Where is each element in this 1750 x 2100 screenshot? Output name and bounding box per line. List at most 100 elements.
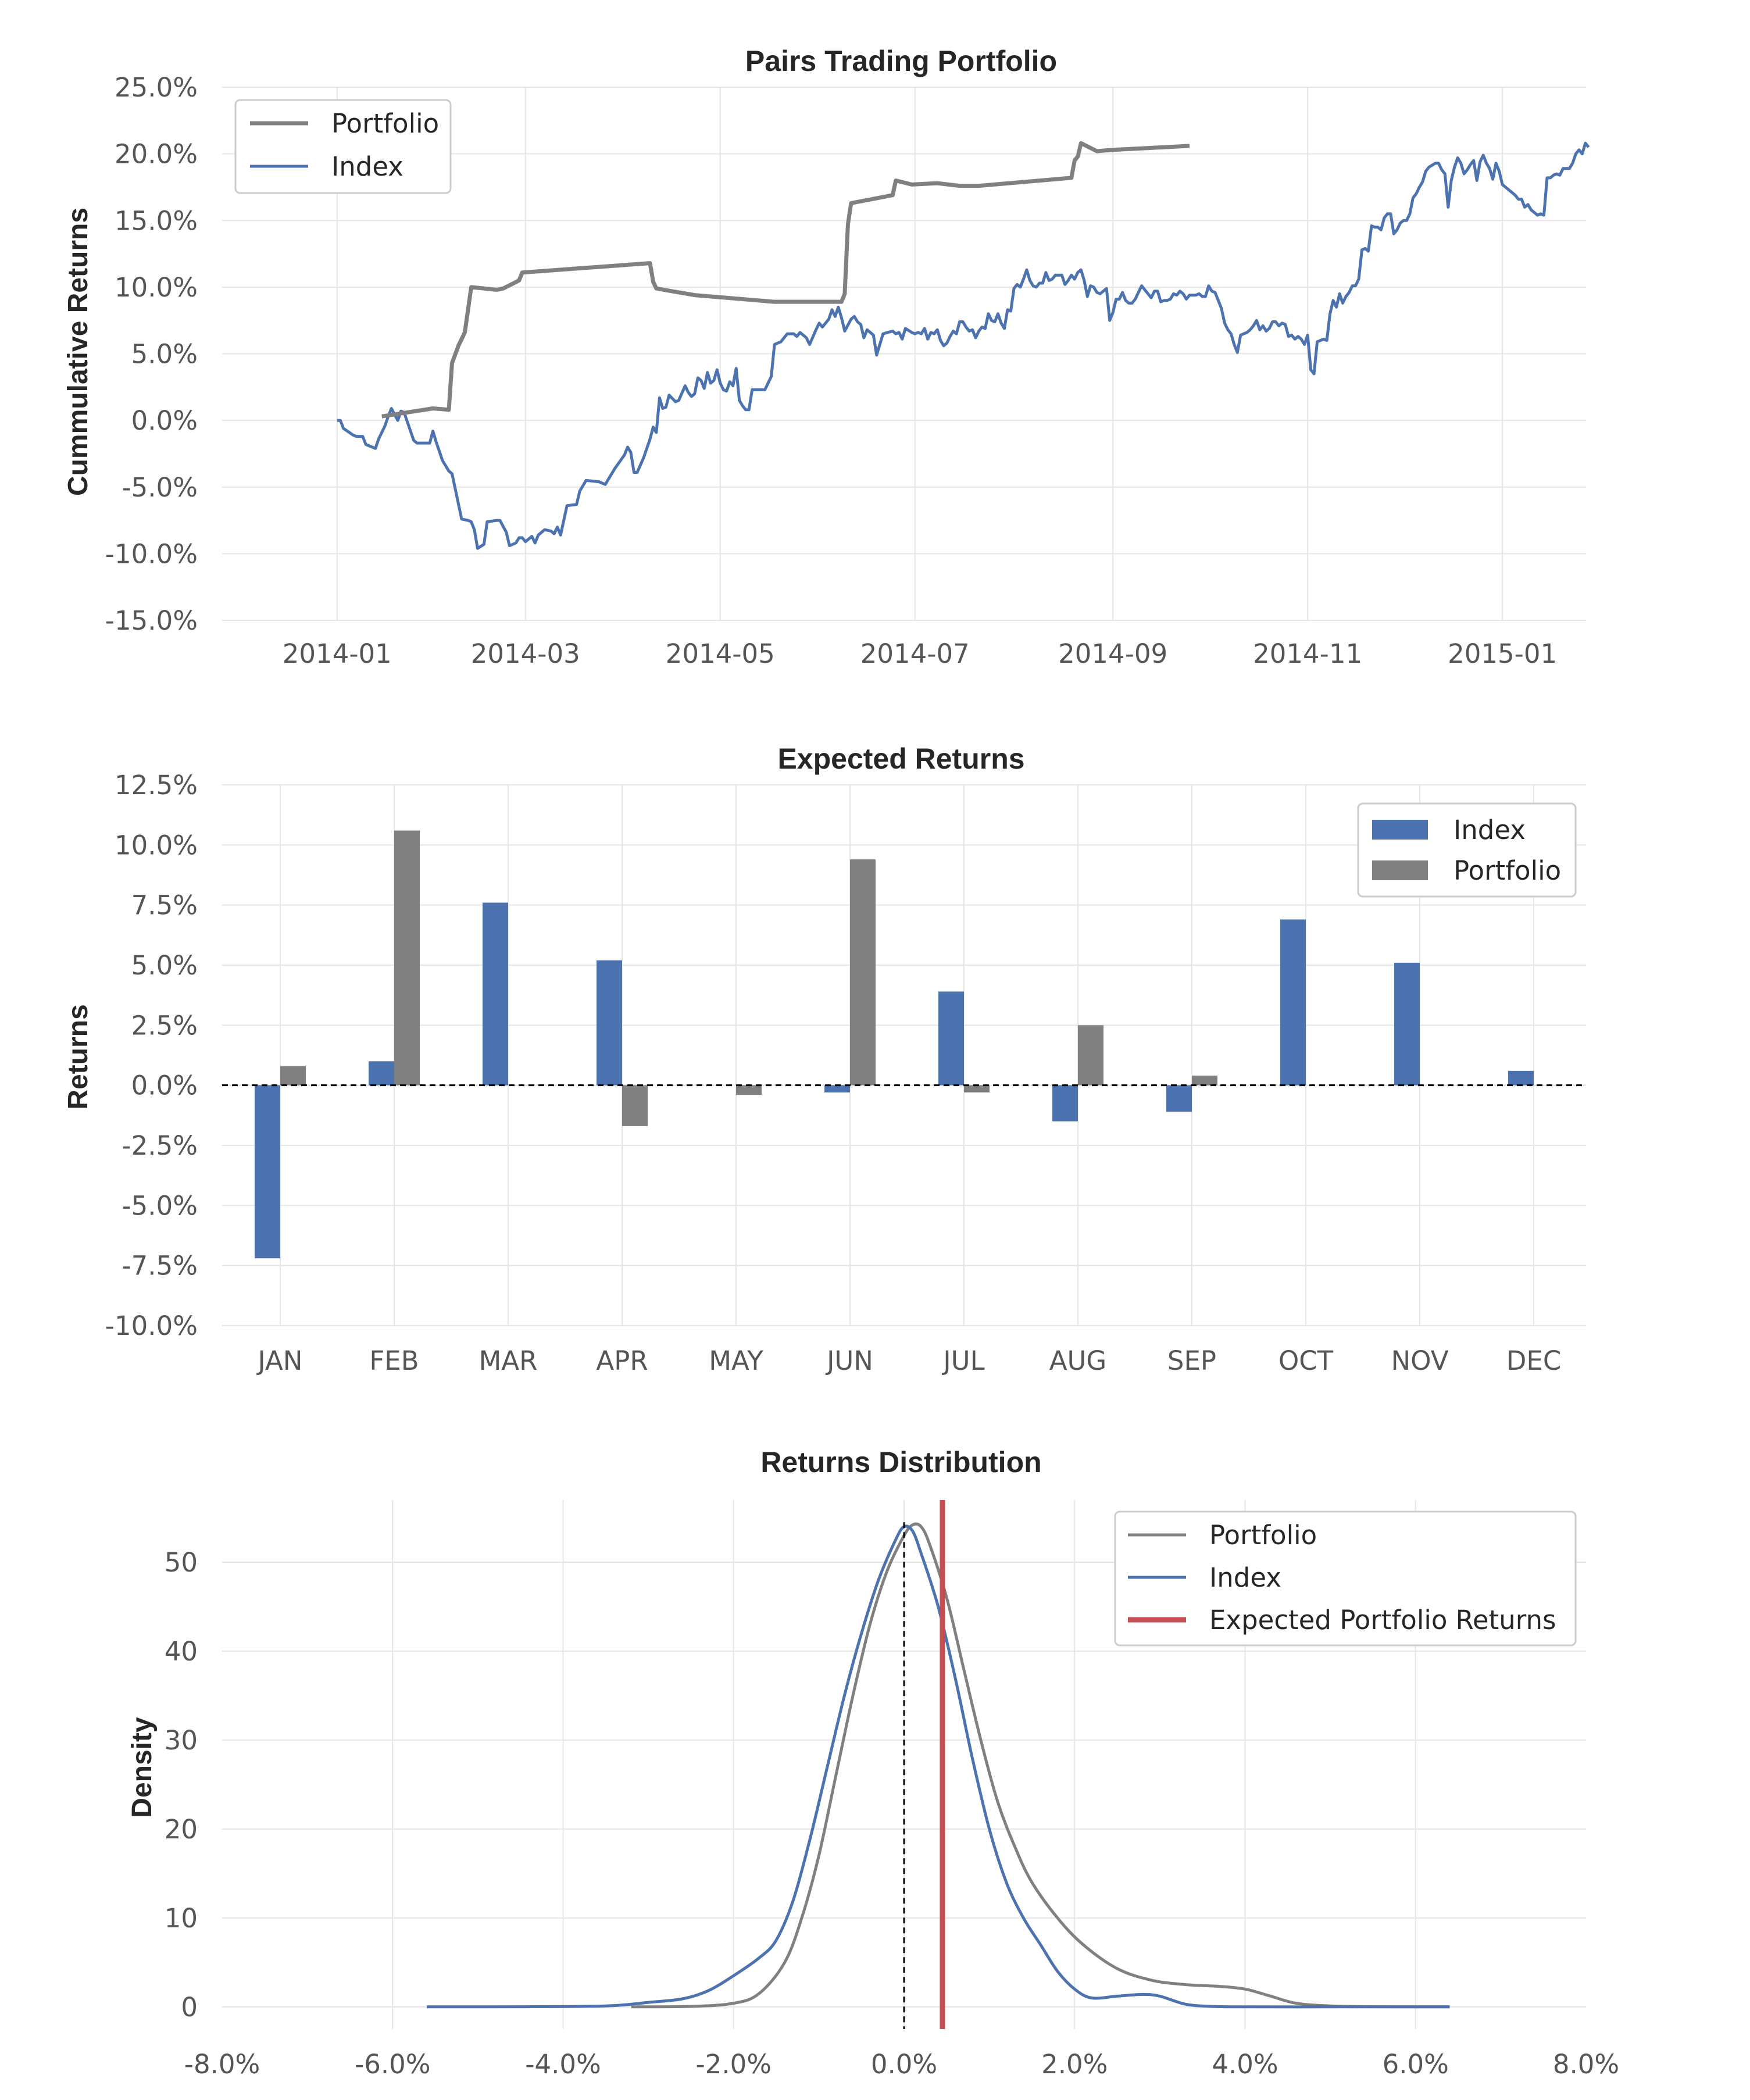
legend-label-portfolio: Portfolio — [331, 108, 439, 139]
y-tick-label: 10.0% — [115, 272, 198, 303]
legend-label-portfolio: Portfolio — [1209, 1520, 1317, 1551]
y-tick-label: 10 — [165, 1903, 198, 1934]
y-tick-label: 15.0% — [115, 205, 198, 236]
x-tick-label: 6.0% — [1383, 2049, 1449, 2080]
bar-index — [824, 1085, 850, 1093]
y-tick-label: -15.0% — [105, 605, 198, 636]
y-tick-label: 5.0% — [131, 950, 198, 981]
x-tick-label: JUN — [825, 1345, 873, 1376]
x-tick-label: -4.0% — [525, 2049, 601, 2080]
y-tick-label: 0.0% — [131, 405, 198, 436]
bars — [255, 830, 1534, 1259]
x-tick-label: -8.0% — [184, 2049, 260, 2080]
legend-label-index: Index — [331, 151, 403, 182]
density-line-portfolio — [631, 1522, 1450, 2009]
series-line-index — [337, 141, 1590, 550]
bar-portfolio — [280, 1066, 306, 1085]
chart-title: Returns Distribution — [760, 1446, 1041, 1478]
y-tick-label: -5.0% — [122, 472, 198, 503]
x-tick-label: -2.0% — [695, 2049, 772, 2080]
y-tick-label: 0.0% — [131, 1070, 198, 1101]
x-tick-label: 2014-07 — [860, 638, 970, 669]
bar-portfolio — [394, 830, 420, 1085]
bar-index — [483, 902, 508, 1085]
bar-index — [369, 1061, 394, 1085]
bar-portfolio — [1192, 1076, 1217, 1085]
y-tick-label: 2.5% — [131, 1010, 198, 1041]
bar-portfolio — [964, 1085, 990, 1093]
grid — [222, 784, 1586, 1326]
bar-index — [1280, 919, 1306, 1085]
x-tick-label: OCT — [1278, 1345, 1334, 1376]
y-tick-label: -5.0% — [122, 1190, 198, 1221]
y-tick-label: 25.0% — [115, 72, 198, 103]
legend: Portfolio Index Expected Portfolio Retur… — [1114, 1510, 1577, 1647]
x-tick-label: -6.0% — [355, 2049, 431, 2080]
x-tick-label: AUG — [1049, 1345, 1107, 1376]
series-line-portfolio — [381, 141, 1190, 419]
y-tick-label: 10.0% — [115, 830, 198, 860]
x-tick-labels: -8.0% -6.0% -4.0% -2.0% 0.0% 2.0% 4.0% 6.0% 8.0% — [184, 2049, 1619, 2080]
x-tick-label: 0.0% — [871, 2049, 937, 2080]
y-axis-label: Density — [127, 1717, 158, 1818]
y-axis-label: Returns — [63, 1004, 94, 1109]
bar-index — [1394, 962, 1420, 1085]
y-tick-label: 50 — [165, 1547, 198, 1578]
x-tick-label: 2014-09 — [1058, 638, 1167, 669]
y-tick-label: -7.5% — [122, 1251, 198, 1281]
x-tick-label: DEC — [1506, 1345, 1562, 1376]
bar-index — [1052, 1085, 1078, 1122]
legend-box — [1114, 1510, 1577, 1647]
density-line-index — [426, 1524, 1450, 2009]
y-tick-label: -2.5% — [122, 1130, 198, 1161]
y-tick-label: -10.0% — [105, 538, 198, 569]
x-tick-label: 2014-01 — [283, 638, 392, 669]
returns-distribution-chart: Returns Distribution Density 0 10 20 30 40 50… — [127, 1446, 1619, 2080]
legend: Index Portfolio — [1357, 802, 1577, 898]
legend-swatch-index — [1372, 820, 1428, 840]
cumulative-returns-chart: Pairs Trading Portfolio Cummulative Retu… — [63, 45, 1590, 669]
legend-label-portfolio: Portfolio — [1453, 855, 1561, 886]
x-tick-label: JUL — [941, 1345, 984, 1376]
density-lines — [426, 1522, 1450, 2009]
y-tick-label: 30 — [165, 1725, 198, 1756]
bar-index — [255, 1085, 280, 1259]
x-tick-label: SEP — [1167, 1345, 1216, 1376]
x-tick-label: 2014-03 — [471, 638, 580, 669]
y-tick-label: -10.0% — [105, 1310, 198, 1341]
y-tick-labels: -10.0% -7.5% -5.0% -2.5% 0.0% 2.5% 5.0% 7.5% 10.… — [105, 770, 198, 1341]
x-tick-label: 4.0% — [1212, 2049, 1278, 2080]
x-tick-label: JAN — [256, 1345, 303, 1376]
legend: Portfolio Index — [234, 99, 452, 194]
legend-label-index: Index — [1453, 815, 1526, 845]
bar-index — [938, 991, 964, 1085]
y-tick-label: 40 — [165, 1636, 198, 1667]
bar-portfolio — [850, 859, 876, 1085]
x-tick-label: APR — [596, 1345, 648, 1376]
x-tick-labels: 2014-01 2014-03 2014-05 2014-07 2014-09 2014-… — [283, 638, 1557, 669]
y-tick-label: 20 — [165, 1814, 198, 1845]
y-tick-label: 0 — [181, 1992, 198, 2023]
legend-label-index: Index — [1209, 1562, 1281, 1593]
y-tick-label: 20.0% — [115, 139, 198, 170]
y-tick-label: 12.5% — [115, 770, 198, 801]
series-lines — [337, 141, 1590, 550]
x-tick-label: 2014-05 — [666, 638, 775, 669]
x-tick-label: 2015-01 — [1448, 638, 1557, 669]
grid — [222, 87, 1586, 621]
x-tick-label: MAY — [709, 1345, 763, 1376]
x-tick-label: 2.0% — [1041, 2049, 1108, 2080]
legend-swatch-portfolio — [1372, 860, 1428, 880]
x-tick-label: 2014-11 — [1253, 638, 1362, 669]
y-tick-label: 5.0% — [131, 339, 198, 370]
x-tick-label: NOV — [1391, 1345, 1448, 1376]
bar-index — [597, 960, 622, 1085]
chart-title: Pairs Trading Portfolio — [745, 45, 1057, 77]
bar-portfolio — [736, 1085, 762, 1095]
y-axis-label: Cummulative Returns — [63, 208, 94, 496]
x-tick-label: FEB — [369, 1345, 419, 1376]
y-tick-label: 7.5% — [131, 890, 198, 921]
bar-portfolio — [1078, 1025, 1103, 1085]
